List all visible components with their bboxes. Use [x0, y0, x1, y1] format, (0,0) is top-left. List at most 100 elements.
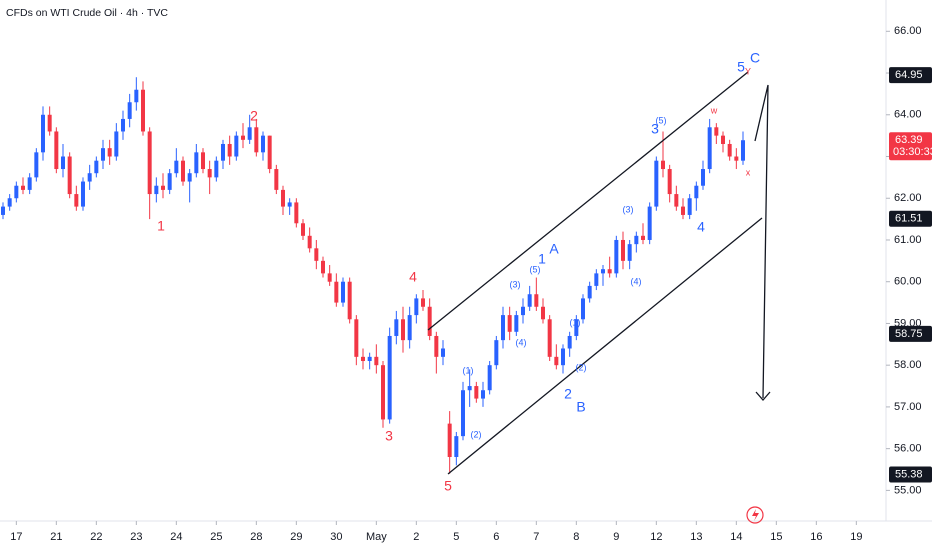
candle-body [627, 244, 632, 261]
candle-body [307, 235, 312, 249]
replay-icon[interactable] [746, 506, 764, 524]
candle-body [721, 135, 725, 144]
candle-body [734, 156, 739, 161]
x-tick-label: 2 [413, 531, 419, 543]
candle-body [454, 436, 459, 458]
candle-body [234, 135, 239, 157]
candle-body [21, 185, 25, 190]
candle-body [647, 206, 652, 240]
price-label: 63.39 [895, 134, 923, 146]
wave-label: (4) [631, 276, 642, 286]
x-tick-label: 13 [690, 531, 702, 543]
candle-body [41, 114, 45, 153]
candle-body [214, 160, 219, 178]
candle-body [341, 281, 345, 303]
candle-body [154, 185, 159, 195]
y-tick-label: 56.00 [894, 443, 922, 455]
candle-body [661, 160, 665, 170]
wave-label: 1 [157, 218, 165, 234]
x-tick-label: May [366, 531, 387, 543]
y-tick-label: 64.00 [894, 109, 922, 121]
x-tick-label: 14 [730, 531, 742, 543]
candle-body [207, 169, 212, 178]
candle-body [34, 152, 39, 178]
wave-label: w [710, 105, 718, 115]
candle-body [727, 143, 732, 157]
drawings [427, 71, 771, 475]
x-tick-label: 23 [130, 531, 142, 543]
price-label-box [889, 132, 932, 161]
candle-body [354, 319, 359, 357]
candle-body [587, 285, 592, 299]
projection-arrow [754, 84, 769, 399]
candle-body [427, 306, 432, 336]
channel-upper [427, 71, 749, 331]
candle-body [607, 269, 612, 274]
wave-label: 3 [385, 428, 393, 444]
candle-body [674, 194, 679, 207]
candle-body [374, 356, 379, 366]
wave-label: (2) [471, 429, 482, 439]
icon-circle[interactable] [746, 506, 764, 524]
candle-body [174, 160, 179, 174]
candle-body [7, 198, 12, 207]
wave-label: 2 [564, 386, 572, 402]
candle-body [581, 298, 585, 320]
wave-label: 5 [737, 59, 745, 75]
candle-body [507, 315, 512, 332]
wave-label: B [576, 399, 585, 415]
candle-body [514, 315, 519, 332]
candle-body [467, 386, 472, 391]
candle-body [241, 135, 245, 140]
candle-body [254, 127, 259, 153]
wave-label: Y [745, 66, 751, 76]
x-tick-label: 17 [10, 531, 22, 543]
y-tick-label: 57.00 [894, 401, 922, 413]
candle-body [221, 143, 225, 161]
candle-body [114, 131, 119, 157]
price-label-box [889, 325, 932, 342]
x-tick-label: 25 [210, 531, 222, 543]
candle-body [407, 315, 412, 341]
x-tick-label: 16 [810, 531, 822, 543]
candle-body [134, 89, 139, 103]
x-tick-label: 7 [533, 531, 539, 543]
candle-body [714, 127, 719, 136]
candle-body [321, 260, 325, 274]
candle-body [634, 235, 639, 245]
price-countdown: 03:30:33 [893, 146, 932, 158]
candle-body [401, 319, 405, 341]
price-label-box [889, 466, 932, 483]
candle-body [621, 239, 625, 261]
x-tick-label: 24 [170, 531, 182, 543]
wave-label: (5) [656, 115, 667, 125]
wave-label: A [549, 241, 559, 257]
candle-body [101, 148, 105, 161]
candle-body [641, 235, 645, 240]
x-tick-label: 30 [330, 531, 342, 543]
wave-label: 4 [697, 219, 705, 235]
candle-body [227, 143, 232, 157]
arrow-head [755, 391, 771, 401]
price-label: 58.75 [895, 328, 923, 340]
candle-body [447, 423, 452, 458]
y-tick-label: 62.00 [894, 192, 922, 204]
y-tick-label: 55.00 [894, 484, 922, 496]
candle-body [741, 140, 745, 161]
wave-label: 5 [444, 478, 452, 494]
candle-body [167, 173, 172, 190]
candle-body [594, 273, 599, 286]
x-tick-label: 15 [770, 531, 782, 543]
candle-body [281, 189, 285, 207]
candle-body [487, 365, 492, 391]
wave-label: (4) [516, 337, 527, 347]
candle-body [387, 335, 392, 420]
candle-body [181, 160, 185, 182]
candle-body [494, 340, 499, 366]
candle-body [547, 319, 552, 357]
wave-label: (1) [463, 365, 474, 375]
x-tick-label: 28 [250, 531, 262, 543]
candle-body [14, 185, 19, 199]
wave-label: (2) [576, 362, 587, 372]
